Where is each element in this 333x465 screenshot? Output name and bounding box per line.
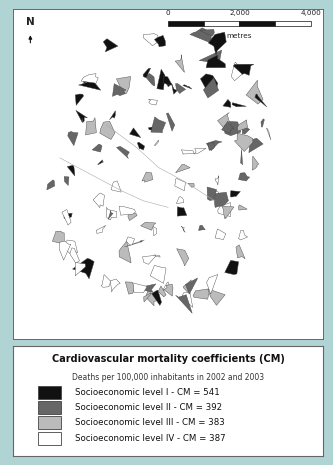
Bar (275, 21, 311, 27)
Text: 2,000: 2,000 (229, 10, 250, 16)
Bar (168, 21, 204, 27)
Text: Socioeconomic level II - CM = 392: Socioeconomic level II - CM = 392 (75, 403, 222, 412)
Bar (239, 21, 275, 27)
Text: Deaths per 100,000 inhabitants in 2002 and 2003: Deaths per 100,000 inhabitants in 2002 a… (72, 372, 264, 382)
Text: Socioeconomic level IV - CM = 387: Socioeconomic level IV - CM = 387 (75, 434, 226, 443)
Bar (38, 401, 61, 414)
Text: metres: metres (227, 33, 252, 39)
Text: Socioeconomic level III - CM = 383: Socioeconomic level III - CM = 383 (75, 418, 225, 427)
Text: 4,000: 4,000 (300, 10, 321, 16)
Bar (38, 386, 61, 399)
Bar (204, 21, 239, 27)
Text: Cardiovascular mortality coefficients (CM): Cardiovascular mortality coefficients (C… (52, 354, 285, 364)
Text: N: N (26, 18, 35, 27)
Bar (38, 416, 61, 430)
Text: 0: 0 (166, 10, 170, 16)
Text: Socioeconomic level I - CM = 541: Socioeconomic level I - CM = 541 (75, 388, 220, 397)
Bar (38, 432, 61, 445)
